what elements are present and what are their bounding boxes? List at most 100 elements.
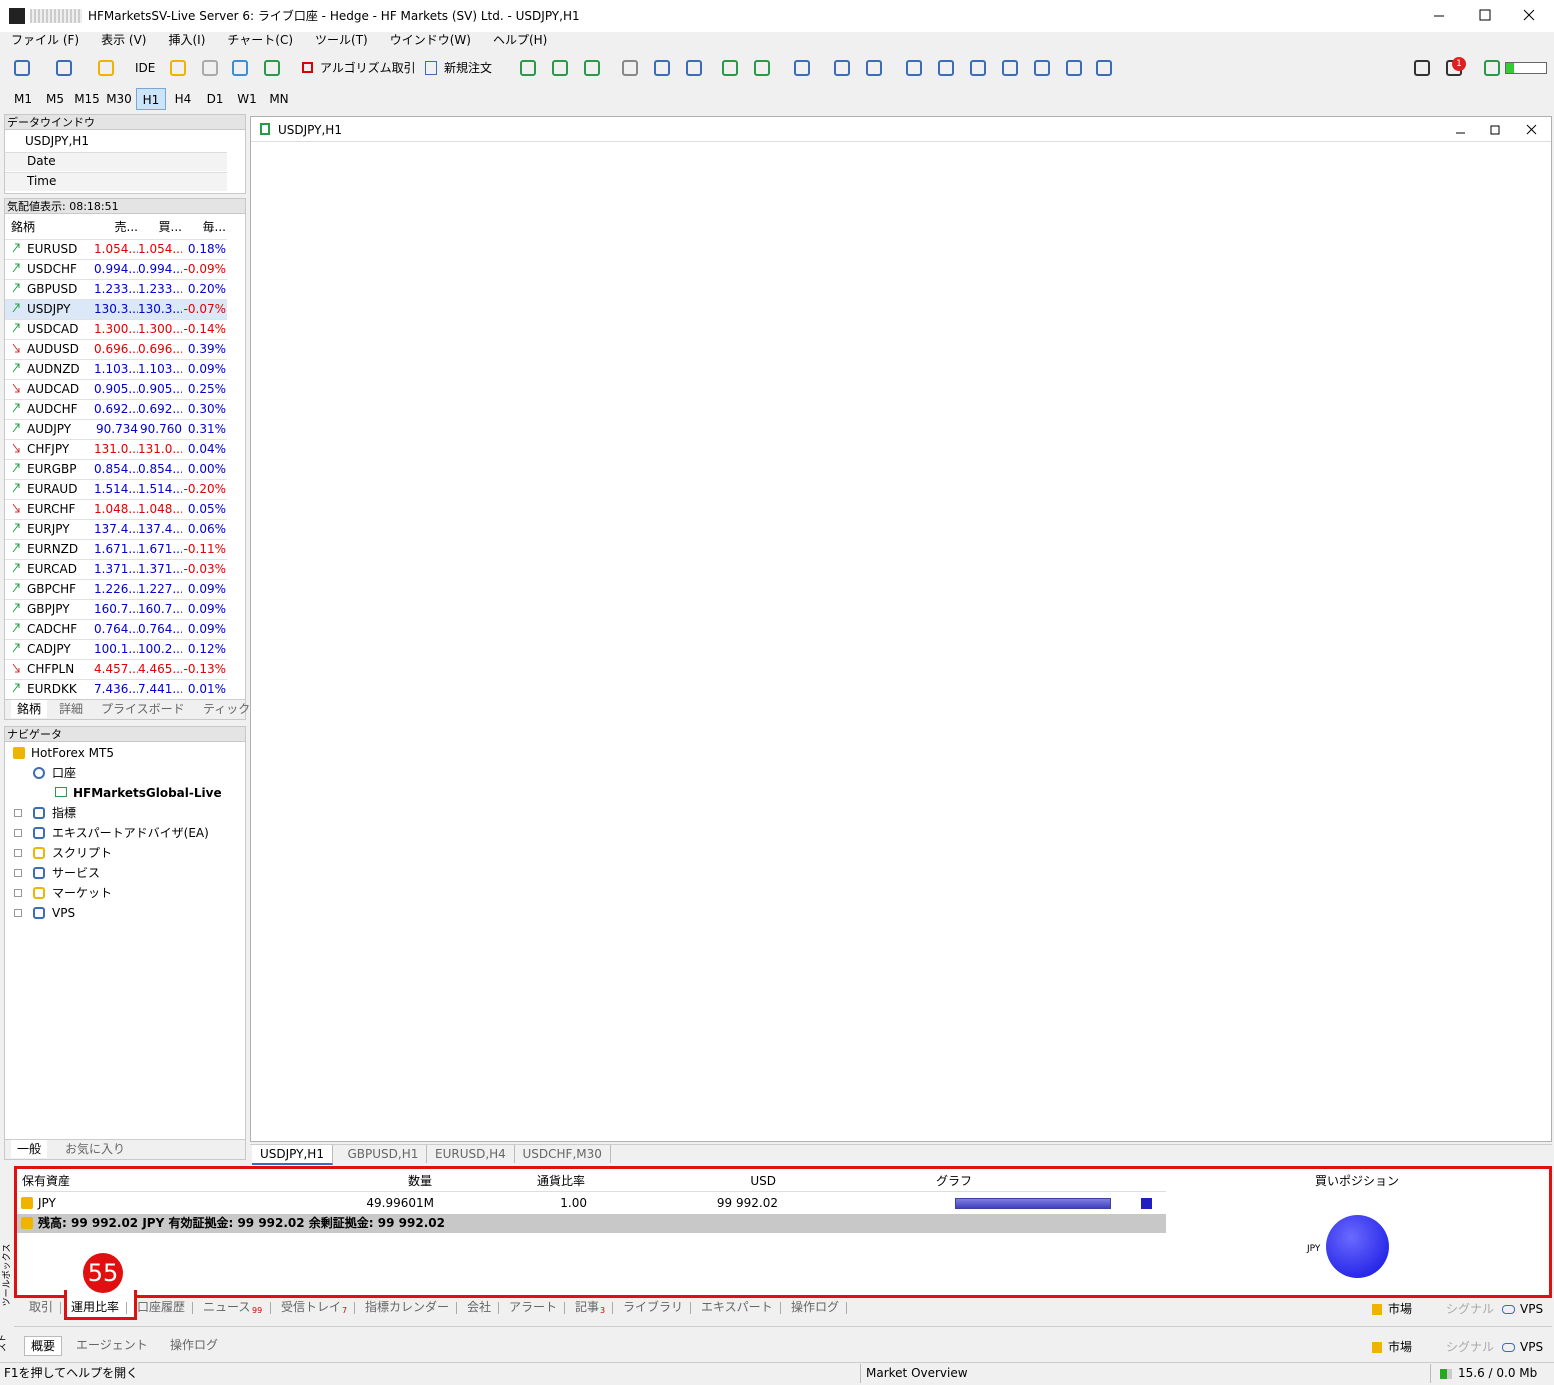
- toolbox-tab[interactable]: 記事: [575, 1300, 600, 1314]
- toolbar-icon[interactable]: [552, 60, 568, 76]
- toolbar-icon[interactable]: [14, 60, 30, 76]
- bid: 90.734: [96, 422, 138, 436]
- toolbar-icon[interactable]: [906, 60, 922, 76]
- menu-item[interactable]: ヘルプ(H): [492, 33, 548, 47]
- toolbar-ide[interactable]: IDE: [135, 61, 156, 75]
- tab[interactable]: お気に入り: [65, 1142, 126, 1156]
- toolbar-algo[interactable]: アルゴリズム取引: [320, 61, 416, 75]
- timeframe-button[interactable]: W1: [237, 92, 257, 106]
- nav-item[interactable]: スクリプト: [52, 846, 113, 860]
- nav-item[interactable]: サービス: [52, 866, 101, 880]
- menu-item[interactable]: 挿入(I): [168, 33, 206, 47]
- toolbar-icon[interactable]: [1066, 60, 1082, 76]
- change: -0.09%: [183, 262, 226, 276]
- menu-item[interactable]: ツール(T): [315, 33, 368, 47]
- timeframe-button[interactable]: H1: [136, 88, 166, 110]
- nav-root[interactable]: HotForex MT5: [31, 746, 114, 760]
- tab[interactable]: 銘柄: [11, 700, 48, 718]
- controls[interactable]: [1450, 122, 1540, 138]
- toolbar-icon[interactable]: [98, 60, 114, 76]
- timeframe-button[interactable]: M5: [46, 92, 64, 106]
- toolbox-tab[interactable]: 指標カレンダー: [365, 1300, 450, 1314]
- symbol: EURNZD: [27, 542, 79, 556]
- toolbox-tab[interactable]: アラート: [509, 1300, 558, 1314]
- symbol: USDCHF: [27, 262, 77, 276]
- tab-separator: [270, 1302, 271, 1314]
- toolbar-icon[interactable]: [520, 60, 536, 76]
- tester-tab[interactable]: 操作ログ: [170, 1338, 219, 1352]
- menu-item[interactable]: ファイル (F): [11, 33, 80, 47]
- toolbox-tab[interactable]: 受信トレイ: [281, 1300, 342, 1314]
- toolbar-icon[interactable]: [1414, 60, 1430, 76]
- chart-tab[interactable]: EURUSD,H4: [427, 1145, 515, 1163]
- menu-item[interactable]: チャート(C): [227, 33, 294, 47]
- toolbox-tab[interactable]: 取引: [29, 1300, 54, 1314]
- timeframe-button[interactable]: M30: [106, 92, 132, 106]
- toolbox-tab[interactable]: 操作ログ: [791, 1300, 840, 1314]
- toolbox-tab[interactable]: 口座履歴: [137, 1300, 186, 1314]
- expander: [14, 869, 22, 877]
- tester-tab[interactable]: 概要: [24, 1336, 63, 1356]
- toolbar-icon[interactable]: [1096, 60, 1112, 76]
- change: 0.06%: [187, 522, 226, 536]
- toolbox-tab[interactable]: 会社: [467, 1300, 492, 1314]
- toolbox-tab[interactable]: ニュース: [203, 1300, 251, 1314]
- toolbar-icon[interactable]: [686, 60, 702, 76]
- tab-separator: [564, 1302, 565, 1314]
- toolbar-icon[interactable]: [170, 60, 186, 76]
- toolbox-tab[interactable]: ライブラリ: [623, 1300, 684, 1314]
- right-item[interactable]: 市場: [1388, 1340, 1413, 1354]
- chart-tab[interactable]: GBPUSD,H1: [340, 1145, 428, 1163]
- toolbar-icon[interactable]: [722, 60, 738, 76]
- timeframe-button[interactable]: D1: [206, 92, 224, 106]
- toolbar-icon[interactable]: [622, 60, 638, 76]
- nav-item[interactable]: マーケット: [52, 886, 113, 900]
- menu-item[interactable]: ウインドウ(W): [389, 33, 471, 47]
- nav-item[interactable]: VPS: [52, 906, 76, 920]
- tab[interactable]: 一般: [11, 1140, 48, 1158]
- toolbar-icon[interactable]: [1484, 60, 1500, 76]
- toolbar-icon[interactable]: [264, 60, 280, 76]
- menu-item[interactable]: 表示 (V): [101, 33, 147, 47]
- toolbar-icon[interactable]: [1002, 60, 1018, 76]
- toolbar-icon[interactable]: [754, 60, 770, 76]
- timeframe-button[interactable]: M15: [74, 92, 100, 106]
- tester-tab[interactable]: エージェント: [76, 1338, 148, 1352]
- toolbar-icon[interactable]: [938, 60, 954, 76]
- tab[interactable]: プライスボード: [101, 702, 185, 716]
- toolbar-icon[interactable]: [1034, 60, 1050, 76]
- toolbar-order[interactable]: 新規注文: [444, 61, 493, 75]
- window-controls[interactable]: [1420, 6, 1546, 26]
- toolbar-icon[interactable]: [970, 60, 986, 76]
- chart-tab[interactable]: USDCHF,M30: [515, 1145, 611, 1163]
- toolbar-icon[interactable]: [834, 60, 850, 76]
- nav-item[interactable]: エキスパートアドバイザ(EA): [52, 826, 209, 840]
- right-item[interactable]: 市場: [1388, 1302, 1413, 1316]
- right-item[interactable]: VPS: [1520, 1302, 1544, 1316]
- timeframe-button[interactable]: MN: [269, 92, 289, 106]
- toolbox-tab[interactable]: エキスパート: [701, 1300, 773, 1314]
- right-item[interactable]: シグナル: [1446, 1302, 1495, 1316]
- nav-account[interactable]: HFMarketsGlobal-Live: [73, 786, 222, 800]
- toolbar-icon[interactable]: [232, 60, 248, 76]
- right-item[interactable]: シグナル: [1446, 1340, 1495, 1354]
- meter: [1505, 62, 1547, 74]
- toolbar-icon[interactable]: [654, 60, 670, 76]
- chart-tab[interactable]: USDJPY,H1: [252, 1145, 333, 1165]
- toolbar-icon[interactable]: [56, 60, 72, 76]
- nav-item[interactable]: 指標: [52, 806, 77, 820]
- tab[interactable]: ティック: [203, 702, 251, 716]
- toolbox-tab[interactable]: 運用比率: [71, 1300, 120, 1314]
- bid: 0.764...: [94, 622, 138, 636]
- nav-account-group[interactable]: 口座: [52, 766, 77, 780]
- tab[interactable]: 詳細: [59, 702, 84, 716]
- toolbar-icon[interactable]: [794, 60, 810, 76]
- chart-window-controls[interactable]: [1450, 122, 1540, 138]
- timeframe-button[interactable]: M1: [14, 92, 32, 106]
- toolbar-icon[interactable]: [202, 60, 218, 76]
- toolbar-icon[interactable]: [584, 60, 600, 76]
- status-sep: [1430, 1364, 1431, 1383]
- timeframe-button[interactable]: H4: [174, 92, 192, 106]
- right-item[interactable]: VPS: [1520, 1340, 1544, 1354]
- toolbar-icon[interactable]: [866, 60, 882, 76]
